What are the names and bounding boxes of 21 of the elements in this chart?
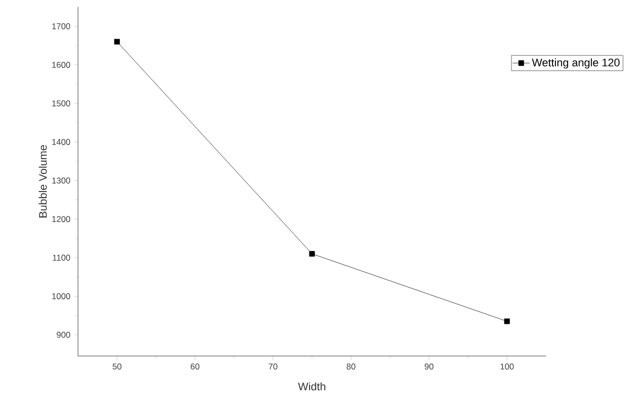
legend-label: Wetting angle 120	[532, 58, 620, 69]
x-tick-label: 100	[500, 364, 514, 370]
x-tick-label: 90	[424, 364, 434, 370]
point	[309, 251, 315, 257]
x-tick-label: 50	[112, 364, 122, 370]
y-tick-label: 1400	[52, 138, 70, 145]
y-tick-label: 1000	[52, 293, 70, 300]
y-tick-label: 900	[56, 332, 70, 338]
point	[504, 318, 510, 324]
point	[114, 38, 120, 44]
y-tick-label: 1600	[52, 62, 70, 68]
x-tick-label: 80	[346, 364, 356, 370]
y-tick-label: 1500	[52, 100, 70, 106]
x-tick-label: 70	[268, 364, 278, 370]
y-tick-label: 1100	[52, 254, 70, 261]
x-tick-label: 60	[190, 364, 200, 370]
x-axis-title: Width	[298, 382, 326, 390]
y-axis-title: Bubble Volume	[38, 145, 47, 218]
y-tick-label: 1200	[52, 216, 70, 222]
y-tick-label: 1300	[52, 178, 70, 184]
y-tick-label: 1700	[52, 23, 70, 30]
